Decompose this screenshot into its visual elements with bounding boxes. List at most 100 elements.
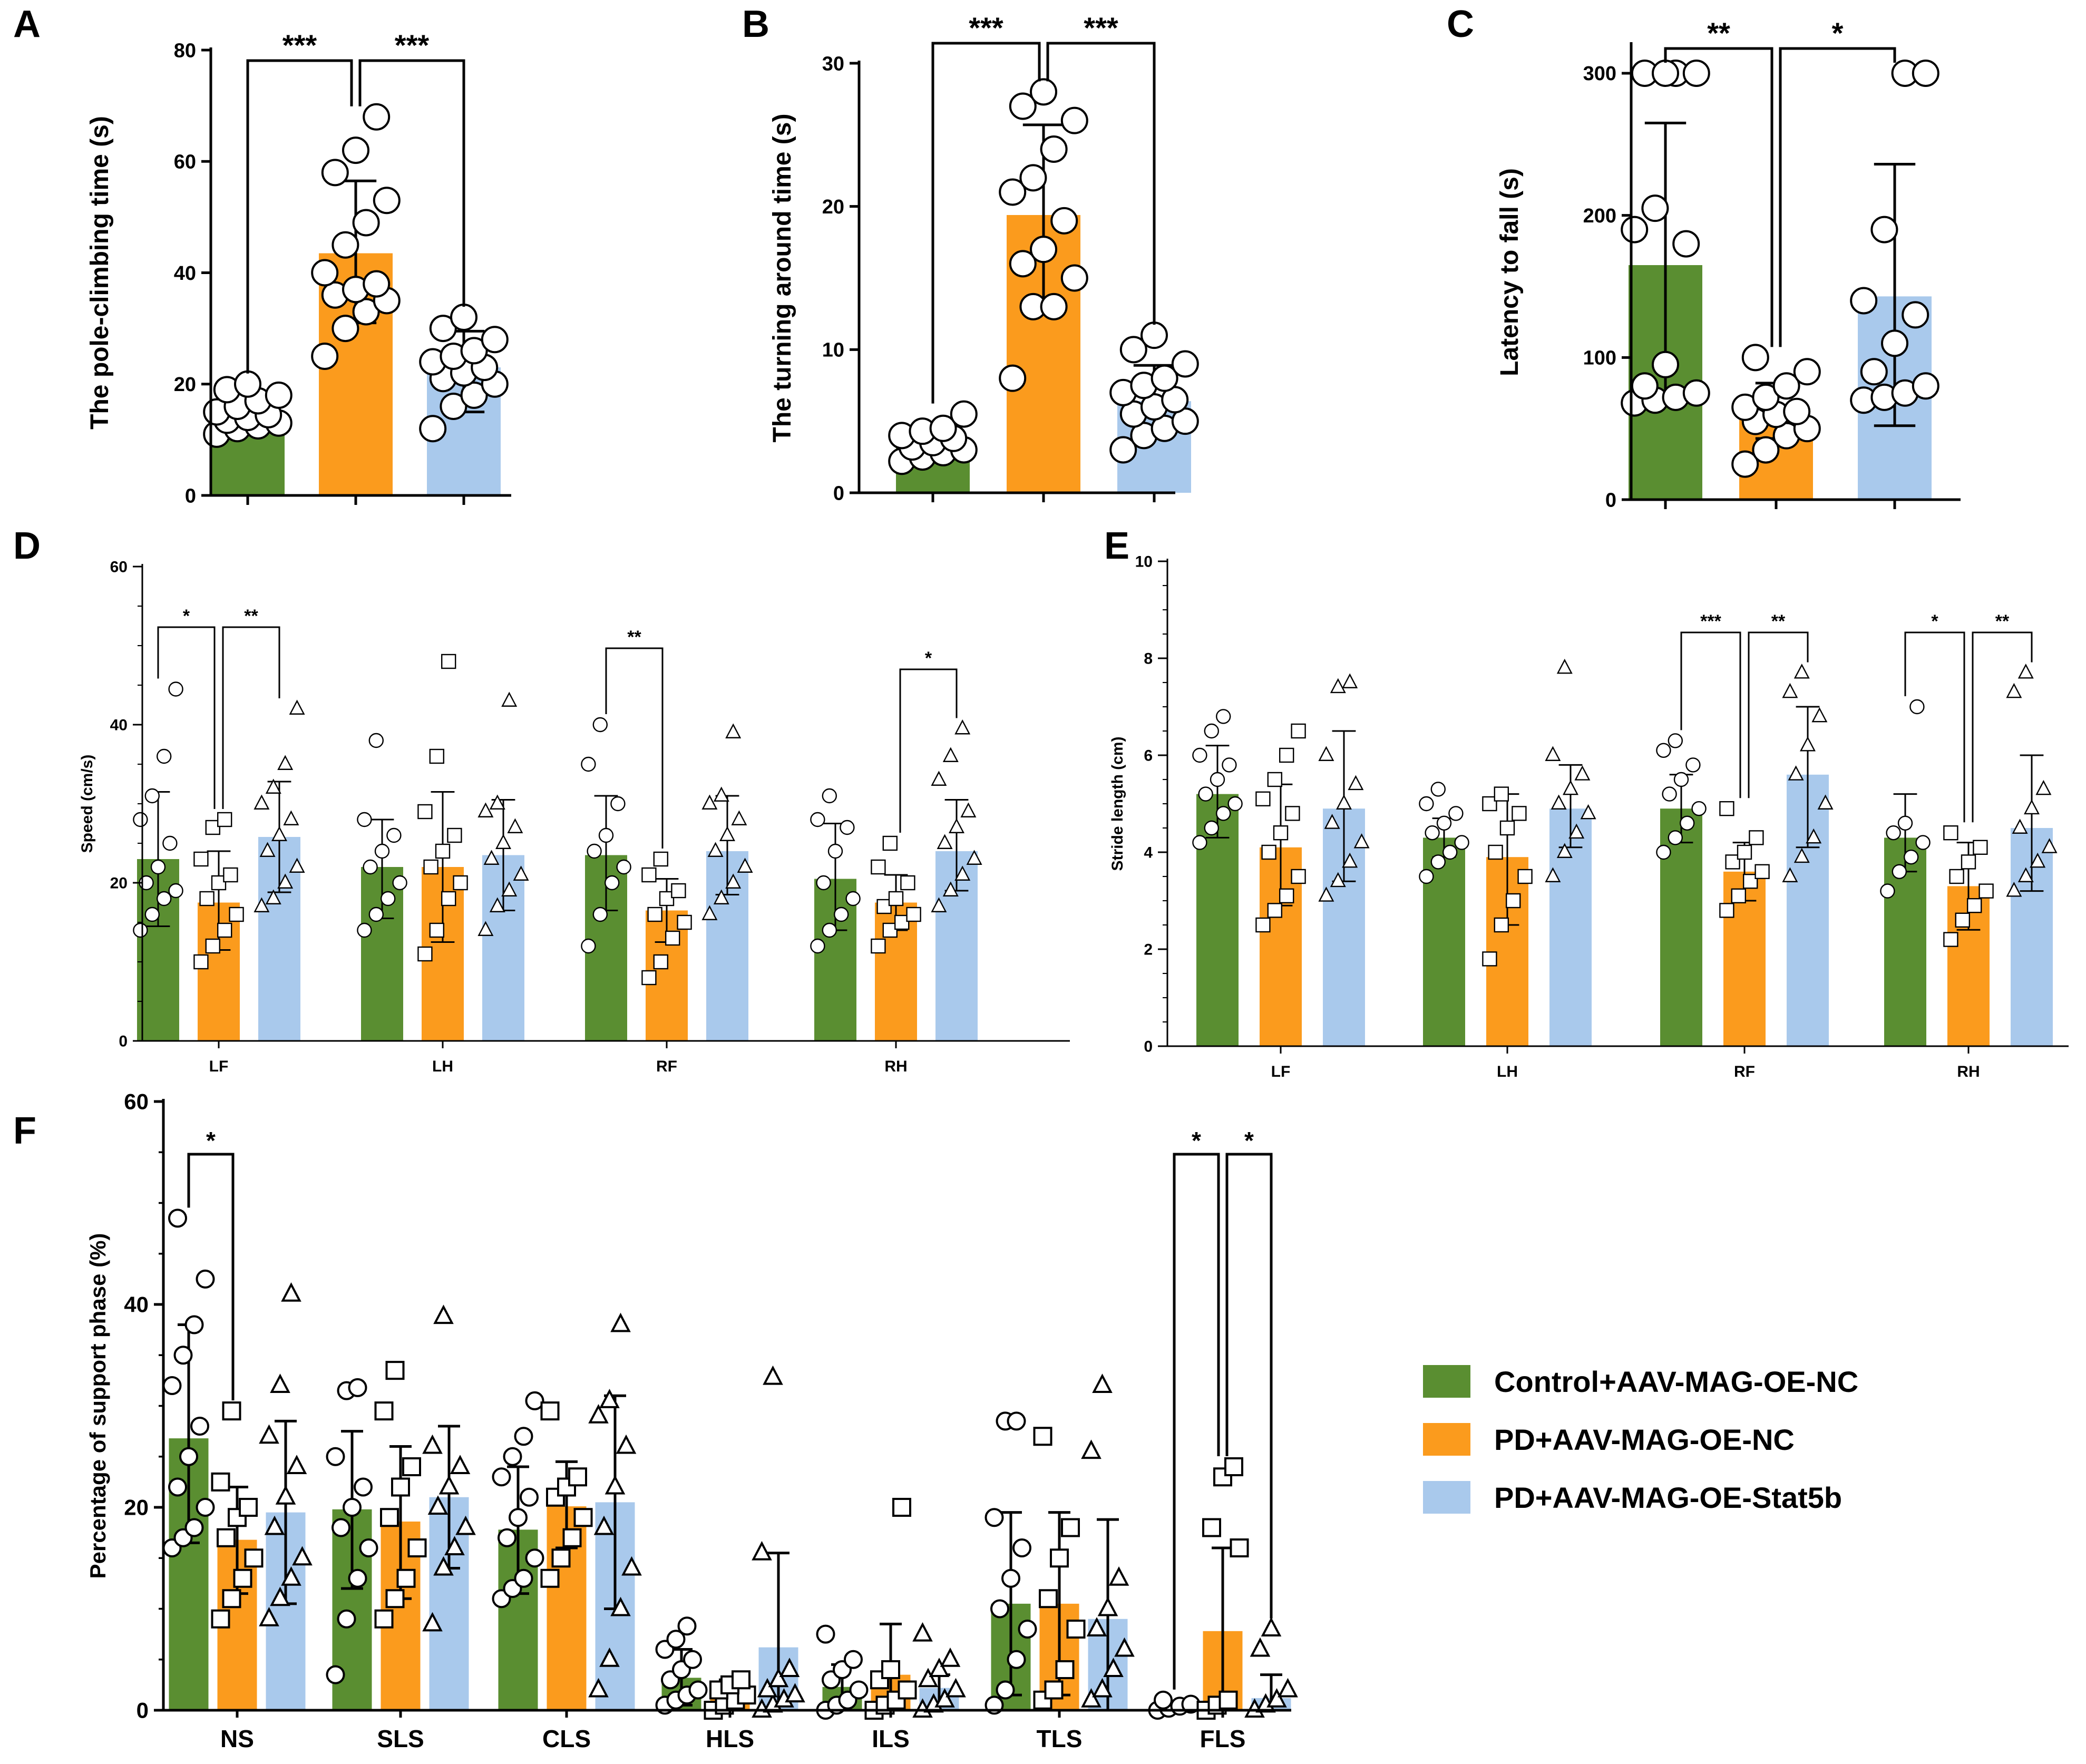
point-F-1-1-2 <box>396 1568 416 1588</box>
point-E-0-0-1 <box>1204 820 1220 836</box>
sig-label-D-0: * <box>183 606 190 626</box>
point-D-1-2-6 <box>507 818 523 833</box>
panel-letter-F: F <box>13 1110 36 1152</box>
group-label-F-6: FLS <box>1200 1725 1246 1752</box>
point-A-0-2-2 <box>460 381 488 409</box>
point-D-3-2-0 <box>931 897 947 912</box>
point-D-3-0-5 <box>827 843 843 859</box>
y-tick-label-A-2: 40 <box>174 262 196 285</box>
point-E-1-1-8 <box>1494 786 1509 802</box>
point-F-3-0-3 <box>688 1680 708 1700</box>
point-F-6-1-2 <box>1219 1690 1238 1710</box>
point-F-2-2-3 <box>621 1556 642 1576</box>
point-D-0-2-10 <box>289 699 305 715</box>
point-C-0-0-8 <box>1641 194 1669 222</box>
point-A-0-0-10 <box>265 381 293 409</box>
point-E-2-0-0 <box>1656 844 1671 860</box>
point-E-0-0-3 <box>1227 796 1243 812</box>
point-D-0-0-9 <box>157 748 172 764</box>
point-F-0-2-8 <box>270 1373 290 1393</box>
y-axis-label-C: Latency to fall (s) <box>1496 168 1524 376</box>
point-E-0-2-6 <box>1348 775 1364 791</box>
point-D-3-2-5 <box>949 818 964 833</box>
y-tick-label-A-4: 80 <box>174 40 196 62</box>
panel-letter-C: C <box>1447 3 1474 45</box>
point-E-0-0-4 <box>1198 786 1213 802</box>
bar-E-2-0 <box>1660 808 1702 1046</box>
point-F-3-0-6 <box>683 1650 702 1669</box>
point-F-1-2-3 <box>455 1515 476 1535</box>
group-label-D-1: LH <box>432 1058 453 1075</box>
point-F-5-2-1 <box>1092 1678 1113 1698</box>
point-E-1-0-6 <box>1448 806 1464 821</box>
point-E-1-1-1 <box>1494 917 1509 933</box>
group-label-F-1: SLS <box>377 1725 424 1752</box>
point-F-1-2-7 <box>422 1434 443 1454</box>
point-E-2-2-4 <box>1788 765 1804 781</box>
point-D-0-0-3 <box>168 883 183 899</box>
point-D-3-0-1 <box>822 922 837 938</box>
point-E-1-0-8 <box>1430 782 1446 797</box>
point-A-0-1-2 <box>352 298 380 326</box>
point-F-5-1-6 <box>1061 1518 1080 1537</box>
point-E-3-1-3 <box>1978 883 1994 899</box>
point-E-3-2-0 <box>2006 882 2022 897</box>
point-F-5-1-5 <box>1050 1548 1069 1568</box>
point-F-0-1-4 <box>217 1528 236 1547</box>
point-E-3-0-0 <box>1880 883 1895 899</box>
point-D-2-0-7 <box>581 756 596 772</box>
point-F-5-2-0 <box>1081 1688 1102 1708</box>
point-A-0-2-0 <box>419 415 447 443</box>
point-F-4-1-6 <box>892 1498 911 1517</box>
point-F-0-2-6 <box>286 1455 307 1474</box>
sig-bracket-D-0 <box>157 626 216 809</box>
point-D-0-1-1 <box>205 938 220 954</box>
point-D-1-2-5 <box>495 834 511 849</box>
point-F-2-1-2 <box>562 1528 582 1547</box>
group-label-D-3: RH <box>884 1058 907 1075</box>
point-F-4-1-3 <box>898 1680 917 1700</box>
point-E-1-1-0 <box>1482 951 1497 967</box>
point-D-2-1-6 <box>671 883 686 899</box>
point-E-0-0-8 <box>1204 723 1220 739</box>
sig-bracket-D-3 <box>899 668 958 833</box>
point-E-3-0-1 <box>1892 864 1907 880</box>
sig-label-A-0: *** <box>282 28 317 62</box>
point-D-1-0-0 <box>357 922 372 938</box>
point-F-5-0-6 <box>1012 1538 1031 1557</box>
point-C-0-0-10 <box>1682 59 1710 87</box>
sig-label-D-1: ** <box>244 606 258 626</box>
point-A-0-1-7 <box>311 259 339 287</box>
panel-B: B 0 10 20 30 The turning around time (s) *** **… <box>742 3 1199 504</box>
point-F-2-2-0 <box>588 1678 609 1698</box>
point-F-6-1-5 <box>1213 1467 1232 1487</box>
point-C-0-0-7 <box>1621 216 1649 243</box>
point-F-0-1-1 <box>222 1589 241 1609</box>
point-D-2-2-4 <box>707 842 724 857</box>
point-D-2-2-5 <box>719 826 735 841</box>
point-A-0-2-1 <box>440 393 467 420</box>
point-D-1-1-4 <box>423 859 438 875</box>
point-D-2-0-4 <box>587 843 602 859</box>
group-label-F-5: TLS <box>1037 1725 1083 1752</box>
point-F-3-2-5 <box>768 1668 789 1688</box>
point-F-0-0-3 <box>196 1498 215 1517</box>
y-tick-label-E-0: 0 <box>1144 1038 1153 1056</box>
point-F-1-1-7 <box>374 1401 394 1421</box>
point-D-0-0-10 <box>168 681 183 697</box>
point-E-3-1-7 <box>1943 825 1958 841</box>
point-D-0-2-1 <box>265 889 281 904</box>
point-F-1-1-0 <box>374 1609 394 1629</box>
group-label-F-0: NS <box>220 1725 254 1752</box>
point-F-5-2-7 <box>1081 1439 1102 1459</box>
sig-label-F-2: * <box>1244 1127 1254 1154</box>
point-A-0-1-9 <box>352 209 380 237</box>
point-C-0-2-6 <box>1902 301 1929 329</box>
point-F-2-1-0 <box>540 1568 560 1588</box>
y-tick-label-E-1: 2 <box>1144 941 1153 959</box>
point-F-1-0-3 <box>359 1538 378 1557</box>
point-D-2-1-1 <box>653 954 669 970</box>
sig-bracket-C-1 <box>1779 47 1896 347</box>
point-C-0-2-7 <box>1850 287 1878 315</box>
